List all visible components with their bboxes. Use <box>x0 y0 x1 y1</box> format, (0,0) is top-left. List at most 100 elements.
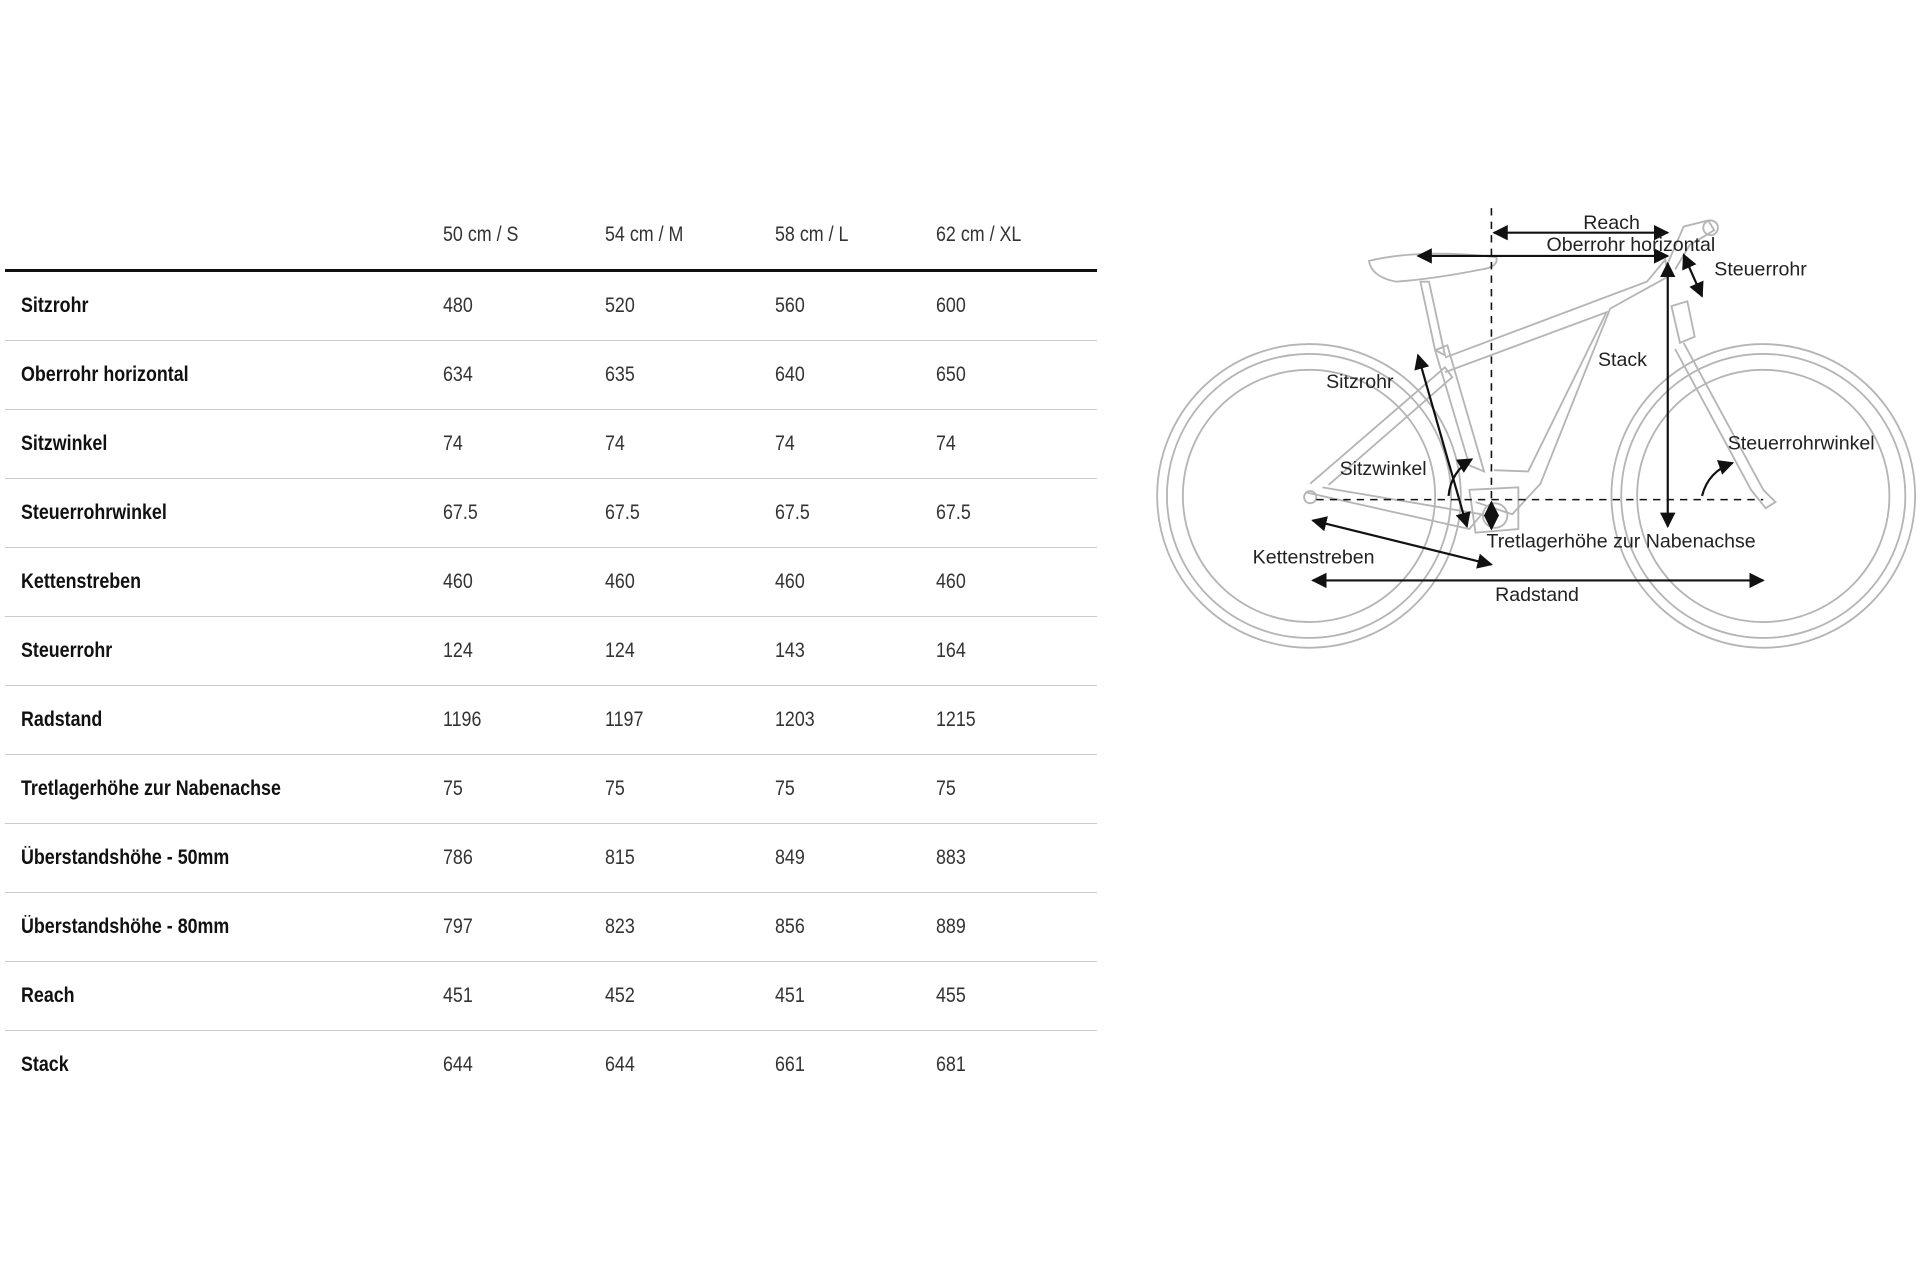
front-wheel-outer <box>1610 343 1917 649</box>
cell-value: 452 <box>605 984 635 1007</box>
table-row: Tretlagerhöhe zur Nabenachse 75 75 75 75 <box>5 755 1097 824</box>
row-label: Radstand <box>21 708 103 731</box>
row-label: Steuerrohrwinkel <box>21 501 167 524</box>
row-label: Überstandshöhe - 80mm <box>21 915 230 938</box>
row-label: Tretlagerhöhe zur Nabenachse <box>21 777 281 800</box>
row-label: Oberrohr horizontal <box>21 363 189 386</box>
cell-value: 681 <box>936 1053 966 1076</box>
cell-value: 600 <box>936 294 966 317</box>
table-row: Überstandshöhe - 50mm 786 815 849 883 <box>5 824 1097 893</box>
table-body: Sitzrohr 480 520 560 600 Oberrohr horizontal 6… <box>5 272 1097 1099</box>
dimension-arrows <box>1311 224 1765 589</box>
bike-frame-drawing <box>1156 219 1917 649</box>
label-top-tube: Oberrohr horizontal <box>1547 234 1716 256</box>
cell-value: 455 <box>936 984 966 1007</box>
cell-value: 883 <box>936 846 966 869</box>
cell-value: 74 <box>936 432 956 455</box>
cell-value: 75 <box>775 777 795 800</box>
cell-value: 634 <box>443 363 473 386</box>
cell-value: 889 <box>936 915 966 938</box>
cell-value: 451 <box>775 984 805 1007</box>
cell-value: 661 <box>775 1053 805 1076</box>
cell-value: 849 <box>775 846 805 869</box>
row-label: Überstandshöhe - 50mm <box>21 846 230 869</box>
label-seat-tube: Sitzrohr <box>1326 371 1394 393</box>
reference-lines <box>1316 208 1764 515</box>
seat-tube-arrow <box>1414 353 1471 529</box>
saddle <box>1367 252 1498 283</box>
table-row: Steuerrohrwinkel 67.5 67.5 67.5 67.5 <box>5 479 1097 548</box>
label-chainstay: Kettenstreben <box>1253 546 1375 568</box>
chainstay-arrow <box>1311 516 1493 569</box>
cell-value: 124 <box>443 639 473 662</box>
label-bb-drop: Tretlagerhöhe zur Nabenachse <box>1487 530 1756 552</box>
cell-value: 67.5 <box>775 501 810 524</box>
column-header: 62 cm / XL <box>936 223 1022 246</box>
cell-value: 1215 <box>936 708 976 731</box>
cell-value: 1203 <box>775 708 815 731</box>
cell-value: 644 <box>443 1053 473 1076</box>
label-reach: Reach <box>1583 212 1640 234</box>
label-stack: Stack <box>1598 349 1647 371</box>
cell-value: 74 <box>605 432 625 455</box>
seat-angle-arrow <box>1447 458 1474 497</box>
label-seat-angle: Sitzwinkel <box>1340 458 1427 480</box>
label-head-tube: Steuerrohr <box>1714 259 1807 281</box>
cell-value: 650 <box>936 363 966 386</box>
cell-value: 480 <box>443 294 473 317</box>
column-header: 58 cm / L <box>775 223 849 246</box>
cell-value: 164 <box>936 639 966 662</box>
cell-value: 640 <box>775 363 805 386</box>
cell-value: 460 <box>775 570 805 593</box>
rear-wheel-outer <box>1156 343 1462 649</box>
table-row: Oberrohr horizontal 634 635 640 650 <box>5 341 1097 410</box>
cell-value: 451 <box>443 984 473 1007</box>
cell-value: 460 <box>443 570 473 593</box>
cell-value: 67.5 <box>443 501 478 524</box>
row-label: Stack <box>21 1053 69 1076</box>
table-row: Stack 644 644 661 681 <box>5 1031 1097 1099</box>
label-wheelbase: Radstand <box>1495 584 1579 606</box>
cell-value: 1196 <box>443 708 482 731</box>
front-rim <box>1636 368 1891 623</box>
table-row: Überstandshöhe - 80mm 797 823 856 889 <box>5 893 1097 962</box>
head-angle-arrow <box>1700 460 1735 497</box>
cell-value: 560 <box>775 294 805 317</box>
label-head-angle: Steuerrohrwinkel <box>1728 432 1875 454</box>
column-header: 50 cm / S <box>443 223 519 246</box>
table-row: Kettenstreben 460 460 460 460 <box>5 548 1097 617</box>
cell-value: 124 <box>605 639 635 662</box>
column-header: 54 cm / M <box>605 223 684 246</box>
cell-value: 143 <box>775 639 805 662</box>
cell-value: 460 <box>605 570 635 593</box>
cell-value: 74 <box>775 432 795 455</box>
cell-value: 75 <box>605 777 625 800</box>
diagram-labels: Reach Oberrohr horizontal Steuerrohr Sta… <box>1253 212 1875 606</box>
cell-value: 1197 <box>605 708 644 731</box>
row-label: Sitzwinkel <box>21 432 108 455</box>
row-label: Kettenstreben <box>21 570 142 593</box>
table-row: Reach 451 452 451 455 <box>5 962 1097 1031</box>
table-header: 50 cm / S 54 cm / M 58 cm / L 62 cm / XL <box>5 205 1097 272</box>
row-label: Sitzrohr <box>21 294 89 317</box>
cell-value: 797 <box>443 915 473 938</box>
row-label: Reach <box>21 984 75 1007</box>
table-row: Radstand 1196 1197 1203 1215 <box>5 686 1097 755</box>
cell-value: 786 <box>443 846 473 869</box>
cell-value: 823 <box>605 915 635 938</box>
cell-value: 75 <box>443 777 463 800</box>
row-label: Steuerrohr <box>21 639 113 662</box>
geometry-table: 50 cm / S 54 cm / M 58 cm / L 62 cm / XL… <box>5 205 1097 1099</box>
table-row: Sitzrohr 480 520 560 600 <box>5 272 1097 341</box>
table-row: Steuerrohr 124 124 143 164 <box>5 617 1097 686</box>
cell-value: 644 <box>605 1053 635 1076</box>
cell-value: 67.5 <box>605 501 640 524</box>
table-row: Sitzwinkel 74 74 74 74 <box>5 410 1097 479</box>
cell-value: 856 <box>775 915 805 938</box>
cell-value: 635 <box>605 363 635 386</box>
cell-value: 67.5 <box>936 501 971 524</box>
cell-value: 460 <box>936 570 966 593</box>
cell-value: 520 <box>605 294 635 317</box>
cell-value: 815 <box>605 846 635 869</box>
